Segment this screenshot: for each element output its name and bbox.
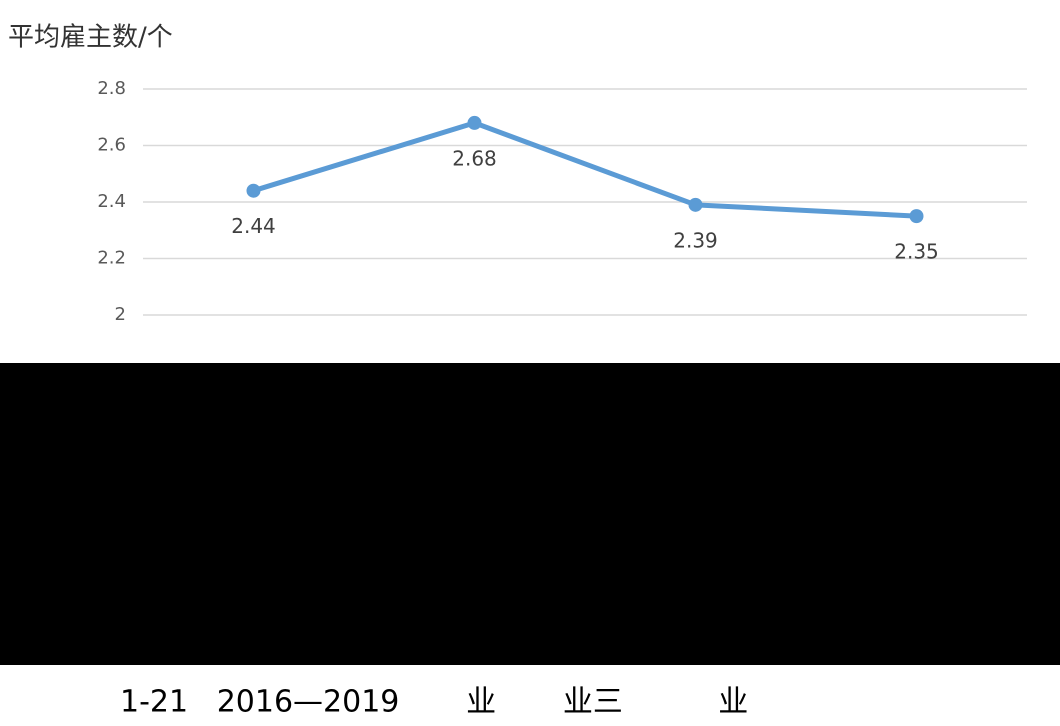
y-tick-label: 2.4 [97,191,126,212]
data-label: 2.39 [673,228,718,252]
point [909,209,924,224]
data-label: 2.35 [894,240,939,264]
point [246,183,261,198]
redaction [0,363,1060,665]
point [467,115,482,130]
line [252,120,917,219]
y-tick-label: 2.8 [97,78,126,99]
y-axis-label: 平均雇主数/个 [8,23,173,53]
data-label: 2.44 [231,214,276,238]
data-label: 2.68 [452,146,497,170]
y-tick-label: 2.6 [97,135,126,156]
caption: 1-21 2016—2019 业 业三 业 [120,685,748,720]
y-tick-label: 2.2 [97,248,126,269]
y-tick-label: 2 [115,304,126,325]
plot-area: 2 2.2 2.4 2.6 2.8 2.44 2.68 2.39 2.35 [97,78,1027,325]
point [688,197,703,212]
